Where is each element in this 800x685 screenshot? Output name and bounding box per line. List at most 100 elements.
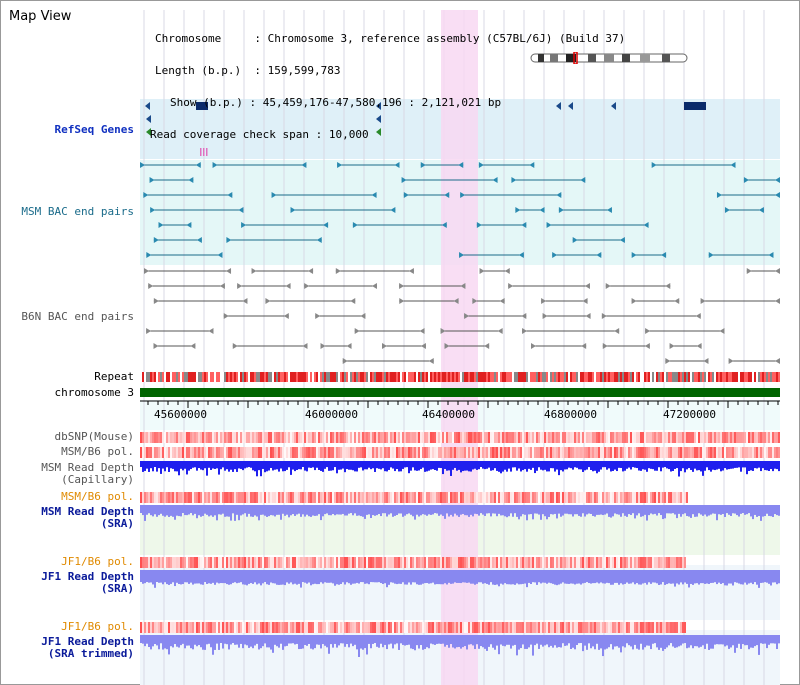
read-depth-bar — [728, 461, 730, 470]
track-label-jf1-b6-pol-1[interactable]: JF1/B6 pol. — [61, 555, 134, 568]
repeat-segment — [220, 372, 222, 382]
track-label-jf1-read-depth-trim[interactable]: JF1 Read Depth (SRA trimmed) — [41, 635, 134, 660]
read-depth-bar — [450, 635, 452, 645]
polymorphism-segment — [678, 447, 680, 458]
read-depth-bar — [464, 461, 466, 471]
polymorphism-segment — [486, 557, 488, 568]
polymorphism-segment — [716, 447, 718, 458]
polymorphism-segment — [556, 447, 558, 458]
track-label-jf1-b6-pol-2[interactable]: JF1/B6 pol. — [61, 620, 134, 633]
read-depth-bar — [584, 461, 586, 471]
read-depth-bar — [476, 461, 478, 470]
repeat-segment — [486, 372, 488, 382]
polymorphism-segment — [244, 557, 246, 568]
read-depth-bar — [178, 461, 180, 476]
polymorphism-segment — [546, 492, 548, 503]
polymorphism-segment — [580, 622, 582, 633]
read-depth-bar — [748, 505, 750, 514]
refseq-gene-mark — [376, 102, 381, 110]
polymorphism-segment — [662, 432, 664, 443]
polymorphism-segment — [724, 447, 726, 458]
polymorphism-segment — [714, 447, 716, 458]
read-depth-bar — [336, 461, 338, 474]
polymorphism-segment — [664, 492, 666, 503]
read-depth-bar — [454, 461, 456, 468]
read-depth-bar — [478, 505, 480, 516]
read-depth-bar — [144, 635, 146, 647]
read-depth-bar — [636, 570, 638, 584]
repeat-segment — [736, 372, 738, 382]
track-label-msm-b6-pol-1[interactable]: MSM/B6 pol. — [61, 445, 134, 458]
polymorphism-segment — [252, 432, 254, 443]
b6n-bac-end — [304, 283, 310, 289]
track-label-refseq[interactable]: RefSeq Genes — [54, 123, 134, 136]
read-depth-bar — [626, 635, 628, 644]
polymorphism-segment — [688, 432, 690, 443]
read-depth-bar — [592, 461, 594, 472]
polymorphism-segment — [718, 447, 720, 458]
polymorphism-segment — [442, 432, 444, 443]
polymorphism-segment — [476, 557, 478, 568]
repeat-segment — [368, 372, 370, 382]
read-depth-bar — [410, 635, 412, 649]
read-depth-bar — [246, 505, 248, 517]
polymorphism-segment — [684, 432, 686, 443]
chromosome-ideogram[interactable] — [530, 52, 690, 64]
read-depth-bar — [172, 505, 174, 517]
read-depth-bar — [290, 461, 292, 475]
read-depth-bar — [348, 505, 350, 514]
read-depth-bar — [466, 635, 468, 650]
read-depth-bar — [674, 635, 676, 648]
repeat-segment — [328, 372, 330, 382]
polymorphism-segment — [276, 557, 278, 568]
read-depth-bar — [258, 505, 260, 521]
polymorphism-segment — [396, 492, 398, 503]
read-depth-bar — [278, 505, 280, 515]
polymorphism-segment — [386, 447, 388, 458]
track-label-msm-b6-pol-2[interactable]: MSM/B6 pol. — [61, 490, 134, 503]
polymorphism-segment — [596, 447, 598, 458]
polymorphism-segment — [520, 622, 522, 633]
read-depth-bar — [576, 461, 578, 468]
polymorphism-segment — [366, 432, 368, 443]
polymorphism-segment — [658, 622, 660, 633]
read-depth-bar — [664, 461, 666, 468]
polymorphism-segment — [174, 492, 176, 503]
repeat-segment — [228, 372, 230, 382]
track-label-b6n-bac[interactable]: B6N BAC end pairs — [21, 310, 134, 323]
track-label-repeat[interactable]: Repeat — [94, 370, 134, 383]
b6n-bac-end — [144, 268, 150, 274]
polymorphism-segment — [536, 447, 538, 458]
track-label-msm-read-depth-sra[interactable]: MSM Read Depth (SRA) — [41, 505, 134, 530]
polymorphism-segment — [546, 622, 548, 633]
track-label-chromosome[interactable]: chromosome 3 — [54, 386, 134, 399]
read-depth-bar — [650, 461, 652, 469]
read-depth-bar — [772, 505, 774, 517]
polymorphism-segment — [274, 622, 276, 633]
read-depth-bar — [636, 505, 638, 516]
polymorphism-segment — [562, 557, 564, 568]
read-depth-bar — [554, 635, 556, 646]
repeat-segment — [538, 372, 540, 382]
polymorphism-segment — [492, 492, 494, 503]
track-label-dbsnp[interactable]: dbSNP(Mouse) — [54, 430, 134, 443]
polymorphism-segment — [226, 432, 228, 443]
track-label-jf1-read-depth-sra[interactable]: JF1 Read Depth (SRA) — [41, 570, 134, 595]
polymorphism-segment — [456, 622, 458, 633]
read-depth-bar — [390, 570, 392, 583]
polymorphism-segment — [274, 447, 276, 458]
read-depth-bar — [492, 570, 494, 585]
repeat-segment — [748, 372, 750, 382]
polymorphism-segment — [514, 447, 516, 458]
track-label-msm-bac[interactable]: MSM BAC end pairs — [21, 205, 134, 218]
polymorphism-segment — [682, 557, 684, 568]
polymorphism-segment — [642, 432, 644, 443]
read-depth-bar — [504, 570, 506, 584]
polymorphism-segment — [650, 557, 652, 568]
polymorphism-segment — [564, 447, 566, 458]
polymorphism-segment — [710, 447, 712, 458]
repeat-segment — [298, 372, 300, 382]
read-depth-bar — [720, 570, 722, 584]
track-label-msm-read-depth-cap[interactable]: MSM Read Depth (Capillary) — [41, 461, 134, 486]
